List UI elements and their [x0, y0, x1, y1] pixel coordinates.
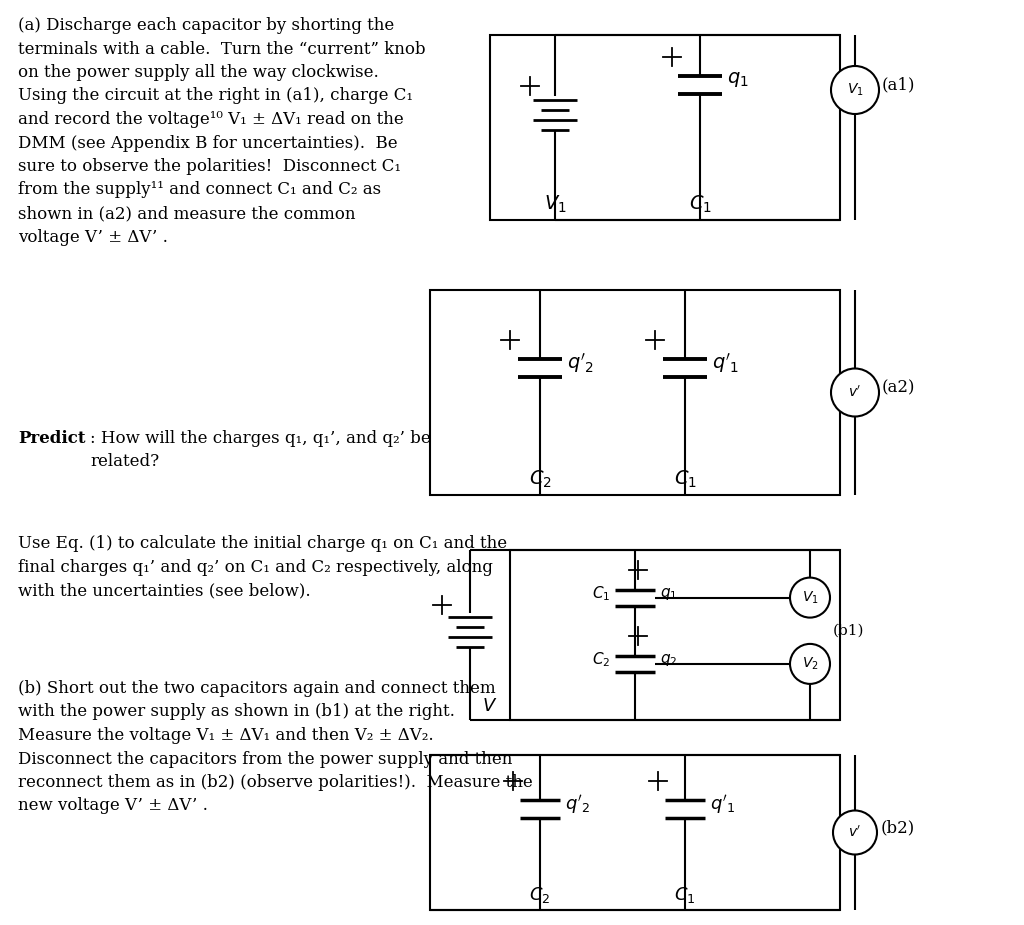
Circle shape	[790, 644, 830, 684]
Text: $q'_1$: $q'_1$	[710, 793, 735, 816]
Text: $V_1$: $V_1$	[847, 81, 863, 98]
Text: $q'_1$: $q'_1$	[712, 351, 739, 375]
Text: $C_1$: $C_1$	[674, 885, 695, 905]
Text: (a2): (a2)	[882, 379, 915, 396]
Text: : How will the charges q₁, q₁’, and q₂’ be
related?: : How will the charges q₁, q₁’, and q₂’ …	[90, 430, 431, 471]
Bar	[510, 550, 840, 720]
Circle shape	[833, 810, 877, 855]
Text: $q_1$: $q_1$	[660, 586, 678, 601]
Text: (b2): (b2)	[881, 819, 915, 836]
Text: $v'$: $v'$	[848, 385, 862, 401]
Text: (b) Short out the two capacitors again and connect them
with the power supply as: (b) Short out the two capacitors again a…	[18, 680, 532, 815]
Text: (a1): (a1)	[882, 77, 915, 93]
Text: $C_2$: $C_2$	[529, 885, 551, 905]
Text: (a) Discharge each capacitor by shorting the
terminals with a cable.  Turn the “: (a) Discharge each capacitor by shorting…	[18, 17, 426, 245]
Text: $V_2$: $V_2$	[802, 656, 818, 672]
Text: $V_1$: $V_1$	[544, 193, 566, 215]
Text: $C_2$: $C_2$	[528, 469, 552, 490]
Text: $q'_2$: $q'_2$	[565, 793, 590, 816]
Circle shape	[831, 66, 879, 114]
Text: Use Eq. (1) to calculate the initial charge q₁ on C₁ and the
final charges q₁’ a: Use Eq. (1) to calculate the initial cha…	[18, 535, 507, 599]
Bar	[430, 755, 840, 910]
Bar	[430, 290, 840, 495]
Text: $C_1$: $C_1$	[592, 585, 610, 603]
Text: $V_1$: $V_1$	[802, 589, 818, 606]
Text: $q'_2$: $q'_2$	[567, 351, 594, 375]
Text: $C_2$: $C_2$	[592, 650, 610, 670]
Text: $q_1$: $q_1$	[727, 70, 749, 90]
Circle shape	[831, 368, 879, 416]
Text: (b1): (b1)	[833, 623, 864, 637]
Text: $C_1$: $C_1$	[688, 193, 712, 215]
Text: $v'$: $v'$	[848, 825, 862, 840]
Text: $V$: $V$	[482, 697, 498, 715]
Text: $q_2$: $q_2$	[660, 652, 677, 668]
Text: $C_1$: $C_1$	[674, 469, 696, 490]
Text: Predict: Predict	[18, 430, 85, 447]
Bar	[490, 35, 840, 220]
Circle shape	[790, 577, 830, 618]
